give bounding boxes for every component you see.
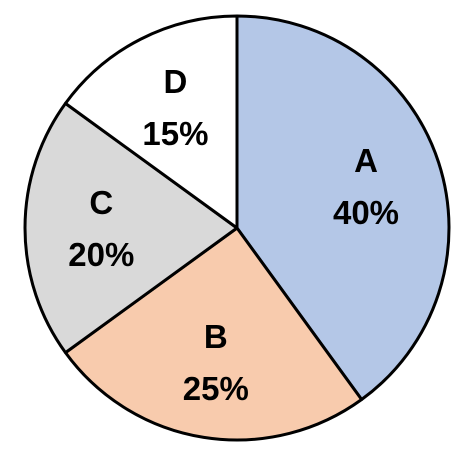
pie-labels: A 40% B 25% C 20% D 15% xyxy=(68,63,399,407)
slice-name-label-d: D xyxy=(163,63,187,100)
slice-value-label-c: 20% xyxy=(68,236,134,273)
slice-name-label-b: B xyxy=(204,318,228,355)
pie-slices xyxy=(23,14,451,442)
pie-slice-c xyxy=(23,101,239,355)
pie-slice-a xyxy=(235,14,451,402)
slice-name-label-c: C xyxy=(89,184,113,221)
pie-slice-d xyxy=(63,14,239,230)
slice-value-label-a: 40% xyxy=(333,194,399,231)
pie-slice-b xyxy=(63,226,364,442)
slice-value-label-d: 15% xyxy=(142,115,208,152)
slice-value-label-b: 25% xyxy=(183,370,249,407)
slice-name-label-a: A xyxy=(354,142,378,179)
